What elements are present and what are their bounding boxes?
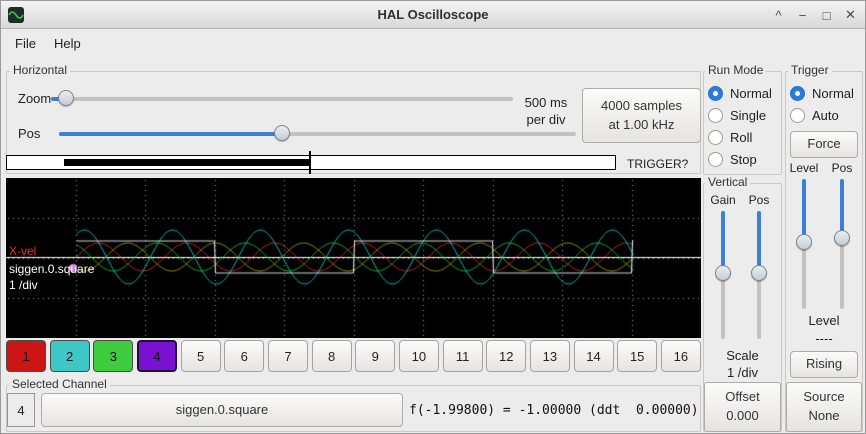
run-mode-option-roll[interactable]: Roll (708, 126, 780, 148)
record-captured-band (64, 159, 310, 166)
run-mode-options: Normal Single Roll Stop (708, 82, 780, 170)
channel-16-button[interactable]: 16 (660, 340, 701, 372)
trigger-level-slider-handle[interactable] (796, 234, 812, 250)
trigger-pos-slider[interactable] (833, 179, 851, 309)
trigger-mode-options: Normal Auto (790, 82, 860, 126)
channel-5-button[interactable]: 5 (180, 340, 221, 372)
trigger-edge-button[interactable]: Rising (790, 351, 858, 378)
run-mode-option-label: Normal (730, 85, 772, 101)
run-mode-option-label: Roll (730, 129, 753, 145)
trigger-level-value: ---- (815, 331, 833, 346)
shade-icon[interactable]: ^ (775, 7, 782, 23)
vertical-pos-slider[interactable] (750, 211, 768, 339)
zoom-label: Zoom (18, 91, 52, 106)
radio-unselected-icon[interactable] (708, 151, 723, 167)
channel-6-button[interactable]: 6 (224, 340, 265, 372)
pos-slider-handle[interactable] (274, 125, 290, 141)
channel-2-button[interactable]: 2 (49, 340, 90, 372)
channel-15-button[interactable]: 15 (617, 340, 658, 372)
titlebar[interactable]: HAL Oscilloscope ^ − □ ✕ (1, 1, 865, 29)
selected-channel-pin-button[interactable]: siggen.0.square (41, 393, 403, 427)
vertical-gain-col-label: Gain (710, 193, 736, 207)
menu-file[interactable]: File (15, 36, 36, 51)
zoom-slider-handle[interactable] (58, 90, 74, 106)
force-trigger-button[interactable]: Force (790, 131, 858, 158)
signal-name-label: siggen.0.square (9, 262, 95, 276)
pos-slider-track (59, 132, 576, 136)
run-mode-group-label: Run Mode (705, 63, 767, 77)
window-title: HAL Oscilloscope (377, 7, 489, 22)
selected-channel-group: Selected Channel (6, 377, 701, 432)
radio-selected-icon[interactable] (790, 85, 805, 101)
trace-name-label: X-vel (9, 244, 37, 258)
run-mode-option-label: Single (730, 107, 767, 123)
vertical-scale-value: 1 /div (726, 365, 759, 380)
menubar: File Help (1, 30, 865, 57)
trigger-mode-option-normal[interactable]: Normal (790, 82, 860, 104)
cursor-value-readout: f(-1.99800) = -1.00000 (ddt 0.00000) (409, 403, 699, 418)
run-mode-option-stop[interactable]: Stop (708, 148, 780, 170)
channel-7-button[interactable]: 7 (267, 340, 308, 372)
channel-button-row: 1 2 3 4 5 6 7 8 9 10 11 12 13 14 15 16 (6, 340, 701, 372)
trigger-mode-option-auto[interactable]: Auto (790, 104, 860, 126)
channel-13-button[interactable]: 13 (529, 340, 570, 372)
scope-canvas (6, 178, 701, 338)
channel-4-button[interactable]: 4 (136, 340, 177, 372)
zoom-slider[interactable] (51, 90, 513, 108)
radio-unselected-icon[interactable] (708, 129, 723, 145)
channel-8-button[interactable]: 8 (311, 340, 352, 372)
app-icon (8, 7, 24, 23)
radio-unselected-icon[interactable] (790, 107, 805, 123)
channel-12-button[interactable]: 12 (486, 340, 527, 372)
close-icon[interactable]: ✕ (845, 7, 856, 22)
trigger-status-label: TRIGGER? (627, 157, 689, 171)
trigger-mode-option-label: Auto (812, 107, 839, 123)
trigger-group-label: Trigger (788, 63, 832, 77)
selected-channel-group-label: Selected Channel (9, 377, 110, 391)
maximize-icon[interactable]: □ (822, 7, 831, 23)
record-position-bar (6, 151, 616, 174)
trigger-pos-col-label: Pos (831, 161, 853, 175)
channel-14-button[interactable]: 14 (573, 340, 614, 372)
vertical-scale-label: Scale (726, 348, 759, 363)
run-mode-option-normal[interactable]: Normal (708, 82, 780, 104)
selected-channel-number: 4 (7, 393, 35, 427)
channel-11-button[interactable]: 11 (442, 340, 483, 372)
scope-display: X-vel siggen.0.square 1 /div (6, 178, 701, 338)
radio-unselected-icon[interactable] (708, 107, 723, 123)
run-mode-group: Run Mode (703, 63, 782, 175)
channel-1-button[interactable]: 1 (6, 340, 46, 372)
vertical-gain-slider[interactable] (714, 211, 732, 339)
run-mode-option-label: Stop (730, 151, 757, 167)
zoom-slider-track (51, 97, 513, 101)
vertical-gain-slider-handle[interactable] (715, 265, 731, 281)
run-mode-option-single[interactable]: Single (708, 104, 780, 126)
channel-9-button[interactable]: 9 (355, 340, 396, 372)
sample-rate-button[interactable]: 4000 samples at 1.00 kHz (582, 88, 701, 143)
vertical-group-label: Vertical (705, 175, 751, 189)
vertical-offset-button[interactable]: Offset 0.000 (704, 382, 781, 432)
timebase-readout: 500 ms per div (524, 95, 568, 127)
channel-3-button[interactable]: 3 (93, 340, 134, 372)
trigger-mode-option-label: Normal (812, 85, 854, 101)
trigger-level-col-label: Level (789, 161, 819, 175)
radio-selected-icon[interactable] (708, 85, 723, 101)
vertical-pos-col-label: Pos (748, 193, 770, 207)
minimize-icon[interactable]: − (798, 7, 807, 23)
pos-slider[interactable] (59, 125, 576, 143)
channel-10-button[interactable]: 10 (398, 340, 439, 372)
horizontal-group-label: Horizontal (10, 63, 71, 77)
vertical-pos-slider-handle[interactable] (751, 265, 767, 281)
trigger-level-slider[interactable] (795, 179, 813, 309)
trigger-source-button[interactable]: Source None (786, 382, 862, 432)
menu-help[interactable]: Help (53, 36, 81, 51)
record-position-marker (309, 151, 311, 174)
pos-label: Pos (18, 126, 41, 141)
scale-per-div-label: 1 /div (9, 278, 38, 292)
window-controls: ^ − □ ✕ (772, 1, 857, 29)
trigger-level-label: Level (808, 313, 840, 328)
trigger-pos-slider-handle[interactable] (834, 230, 850, 246)
